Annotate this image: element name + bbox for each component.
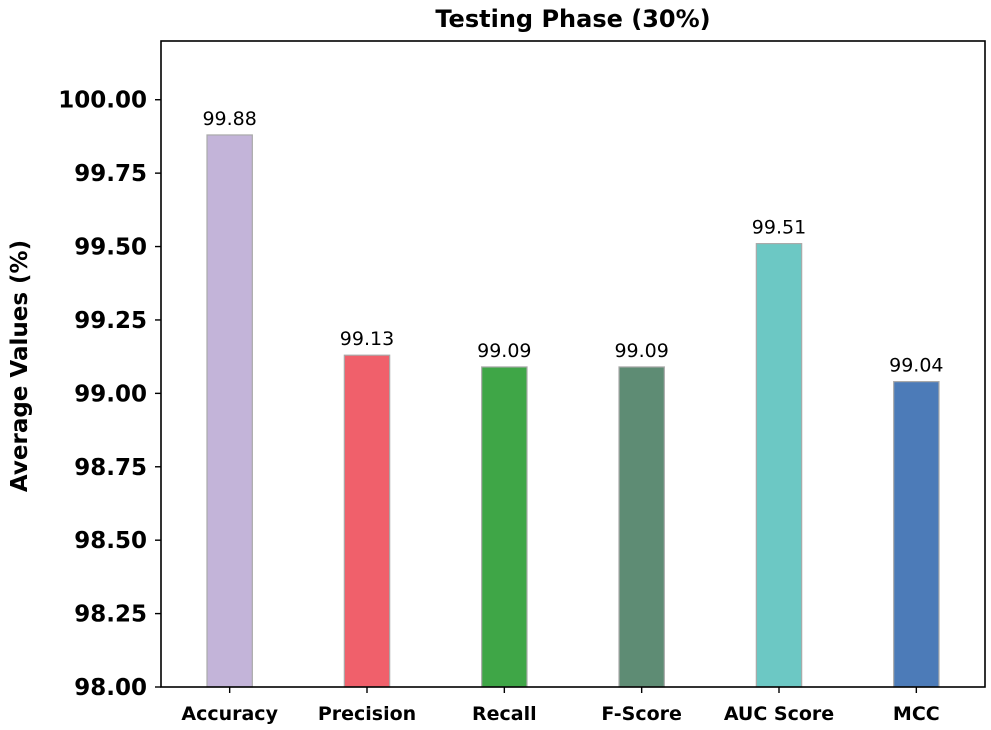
y-tick-label: 98.00	[74, 675, 147, 701]
y-tick-label: 98.25	[74, 602, 147, 628]
bar-accuracy	[206, 134, 253, 688]
x-axis-ticks: Accuracy Precision Recall F-Score AUC Score M…	[181, 687, 940, 725]
bar-precision	[343, 354, 391, 688]
data-label: 99.04	[889, 355, 943, 377]
data-label: 99.09	[614, 340, 668, 362]
y-tick-label: 99.75	[74, 161, 147, 187]
data-label: 99.13	[340, 328, 394, 350]
x-tick-label: Accuracy	[181, 703, 278, 725]
y-tick-label: 99.00	[74, 381, 147, 407]
bar-recall	[481, 366, 528, 688]
plot-frame	[160, 40, 986, 688]
data-label: 99.51	[752, 217, 806, 239]
y-tick-label: 100.00	[58, 88, 147, 114]
y-tick-label: 99.50	[74, 235, 147, 261]
x-tick-label: AUC Score	[724, 703, 834, 725]
y-axis-label: Average Values (%)	[7, 240, 33, 492]
bar-f-score	[618, 366, 665, 688]
x-tick-label: MCC	[893, 703, 940, 725]
bars-group	[206, 134, 940, 688]
bar-auc-score	[755, 243, 803, 688]
y-tick-label: 98.75	[74, 455, 147, 481]
data-label: 99.88	[202, 108, 256, 130]
x-tick-label: Precision	[318, 703, 416, 725]
data-labels-group: 99.88 99.13 99.09 99.09 99.51 99.04	[202, 108, 943, 377]
y-axis-ticks: 98.00 98.25 98.50 98.75 99.00 99.25 99.50 99.75…	[58, 88, 161, 701]
data-label: 99.09	[477, 340, 531, 362]
y-tick-label: 98.50	[74, 528, 147, 554]
x-tick-label: F-Score	[601, 703, 682, 725]
y-tick-label: 99.25	[74, 308, 147, 334]
chart-title: Testing Phase (30%)	[435, 5, 710, 33]
bar-mcc	[893, 381, 940, 688]
x-tick-label: Recall	[472, 703, 537, 725]
